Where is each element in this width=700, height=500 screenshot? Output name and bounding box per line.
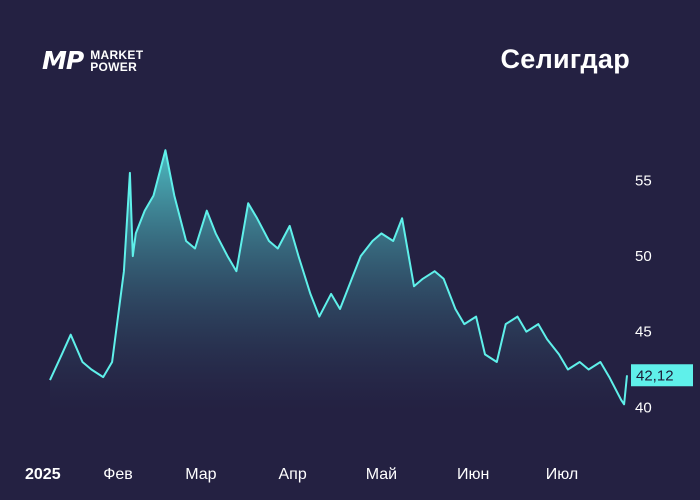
last-price-label: 42,12 — [636, 367, 674, 384]
market-power-logo: MP MARKET POWER — [42, 48, 143, 73]
price-area — [50, 150, 627, 410]
last-price-badge — [631, 364, 693, 387]
y-tick-label: 45 — [635, 324, 652, 341]
x-tick-label: Апр — [279, 466, 307, 483]
y-tick-label: 55 — [635, 172, 652, 189]
x-tick-label: Июл — [546, 466, 578, 483]
chart-title: Селигдар — [500, 44, 630, 74]
price-line — [49, 149, 628, 406]
logo-mark: MP — [42, 46, 84, 75]
x-tick-label: Июн — [457, 466, 489, 483]
x-tick-label: Фев — [103, 466, 133, 483]
x-tick-label: Мар — [185, 466, 216, 483]
y-tick-label: 50 — [635, 248, 652, 265]
logo-line-2: POWER — [90, 59, 138, 74]
logo-line-1: MARKET — [90, 47, 144, 62]
y-tick-label: 40 — [635, 399, 652, 416]
x-tick-year-label: 2025 — [25, 466, 61, 483]
logo-wordmark: MARKET POWER — [90, 49, 143, 73]
x-tick-label: Май — [366, 466, 397, 483]
